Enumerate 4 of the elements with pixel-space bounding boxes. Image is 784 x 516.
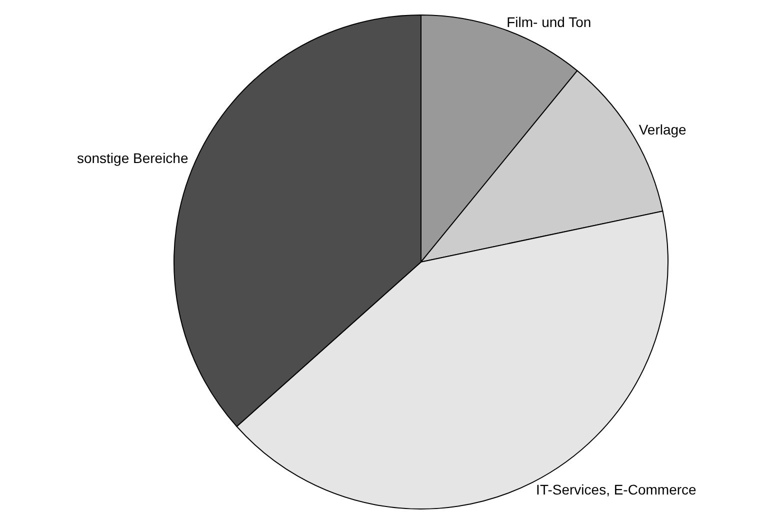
slice-label: Verlage <box>638 121 687 138</box>
slice-label: Film- und Ton <box>506 14 592 30</box>
slice-label: sonstige Bereiche <box>76 150 188 166</box>
slice-label: IT-Services, E-Commerce <box>536 482 697 498</box>
